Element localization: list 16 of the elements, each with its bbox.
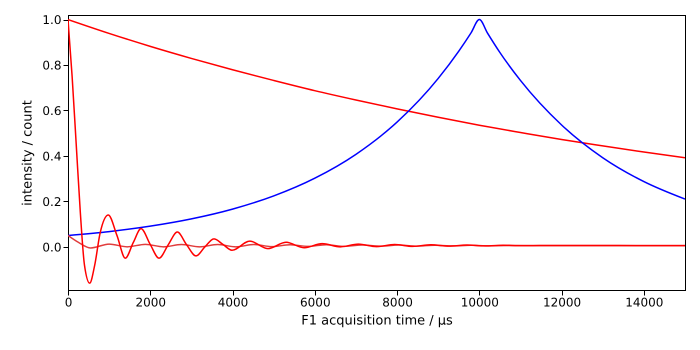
x-tick-label: 12000: [543, 296, 582, 310]
x-tick-label: 6000: [300, 296, 331, 310]
y-axis-title: intensity / count: [20, 100, 36, 206]
x-tick-label: 8000: [382, 296, 413, 310]
x-tick-label: 0: [64, 296, 72, 310]
y-tick-label: 0.8: [42, 58, 62, 72]
x-tick-label: 14000: [625, 296, 664, 310]
x-tick-label: 4000: [218, 296, 248, 310]
y-tick-label: 0.4: [42, 149, 62, 164]
y-tick-label: 0.6: [42, 104, 62, 118]
y-tick-label: 1.0: [42, 13, 62, 28]
x-tick-label: 2000: [135, 296, 166, 310]
x-axis-title: F1 acquisition time / µs: [301, 314, 454, 328]
y-tick-label: 0.0: [42, 240, 62, 254]
y-tick-label: 0.2: [42, 194, 62, 209]
x-tick-label: 10000: [460, 296, 499, 310]
